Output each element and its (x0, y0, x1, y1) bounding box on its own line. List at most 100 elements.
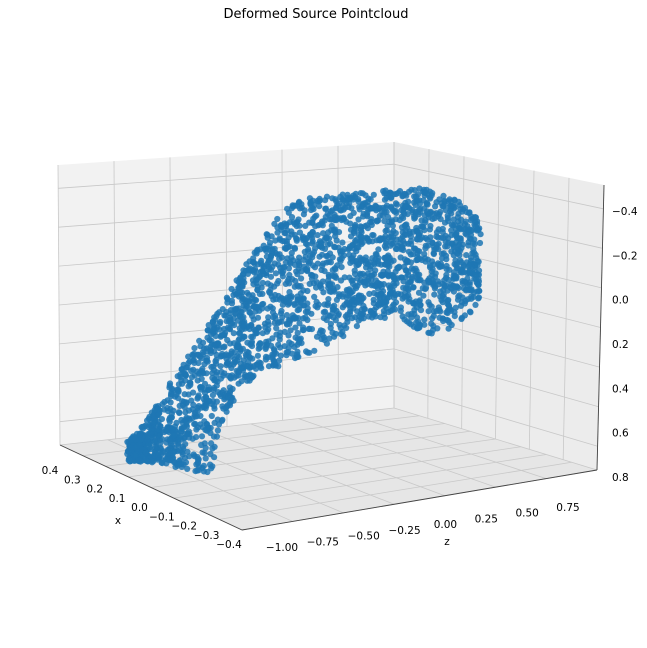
data-point (172, 426, 179, 433)
v-tick-label: −0.2 (612, 250, 638, 262)
data-point (452, 257, 459, 264)
data-point (294, 329, 301, 337)
data-point (422, 245, 429, 252)
data-point (151, 438, 158, 446)
data-point (322, 205, 329, 212)
data-point (277, 222, 284, 229)
data-point (309, 197, 316, 204)
data-point (178, 377, 185, 384)
data-point (265, 314, 272, 321)
data-point (468, 254, 475, 261)
data-point (275, 341, 282, 348)
data-point (231, 322, 238, 329)
gridline (219, 461, 572, 520)
data-point (405, 285, 412, 292)
data-point (426, 194, 433, 201)
data-point (378, 207, 385, 214)
data-point (299, 327, 306, 334)
data-point (145, 441, 152, 448)
data-point (219, 403, 226, 410)
data-point (190, 451, 197, 458)
data-point (301, 248, 308, 255)
data-point (466, 262, 473, 269)
data-point (213, 371, 220, 379)
data-point (209, 463, 216, 470)
x-tick-label: 0.4 (42, 465, 59, 477)
data-point (225, 372, 232, 379)
data-point (380, 281, 387, 288)
data-point (238, 326, 245, 333)
data-point (275, 261, 282, 268)
data-point (348, 277, 355, 284)
data-point (224, 359, 231, 366)
data-point (254, 286, 261, 293)
data-point (343, 324, 350, 331)
data-point (231, 289, 239, 296)
data-point (368, 204, 375, 212)
data-point (329, 329, 336, 336)
gridline (173, 446, 521, 499)
data-point (192, 409, 199, 416)
data-point (183, 364, 190, 371)
data-point (234, 342, 241, 349)
data-point (469, 240, 476, 247)
data-point (255, 324, 262, 331)
data-point (211, 419, 218, 426)
data-point (231, 374, 238, 381)
data-point (359, 270, 366, 277)
data-point (475, 295, 482, 302)
data-point (239, 345, 246, 352)
data-point (456, 235, 463, 242)
data-point (254, 247, 261, 255)
data-point (472, 251, 479, 258)
data-point (337, 324, 344, 332)
data-point (197, 384, 204, 391)
data-point (245, 267, 252, 274)
gridline (59, 348, 599, 408)
data-point (391, 282, 398, 289)
data-point (201, 380, 209, 387)
data-point (242, 363, 249, 370)
data-point (281, 238, 288, 245)
data-point (292, 277, 299, 285)
data-point (245, 305, 252, 312)
data-point (428, 258, 436, 265)
data-point (388, 233, 395, 240)
data-point (476, 239, 484, 247)
data-point (326, 288, 333, 295)
data-point (282, 223, 289, 230)
data-point (475, 267, 483, 274)
data-point (259, 279, 266, 286)
data-point (196, 353, 203, 360)
data-point (329, 195, 336, 202)
data-point (309, 204, 316, 212)
data-point (281, 328, 288, 335)
data-point (327, 240, 334, 247)
data-point (375, 246, 382, 253)
data-point (235, 279, 242, 286)
data-point (253, 329, 260, 336)
data-point (422, 189, 429, 196)
data-point (283, 321, 291, 328)
data-point (190, 389, 197, 396)
x-tick-label: −0.2 (172, 521, 198, 533)
data-point (362, 192, 369, 199)
data-point (177, 432, 184, 440)
data-point (405, 240, 412, 247)
chart-title: Deformed Source Pointcloud (224, 7, 409, 22)
data-point (230, 397, 237, 404)
data-point (193, 426, 200, 433)
data-point (437, 308, 444, 315)
data-point (273, 325, 280, 332)
data-point (274, 229, 281, 236)
data-point (280, 264, 287, 271)
data-point (311, 213, 318, 220)
data-point (223, 351, 230, 358)
data-point (194, 394, 202, 401)
data-point (396, 263, 403, 270)
v-tick-label: 0.6 (612, 428, 629, 440)
data-point (404, 259, 411, 266)
data-point (392, 200, 400, 207)
data-point (156, 409, 163, 416)
scatter-points (124, 185, 484, 476)
